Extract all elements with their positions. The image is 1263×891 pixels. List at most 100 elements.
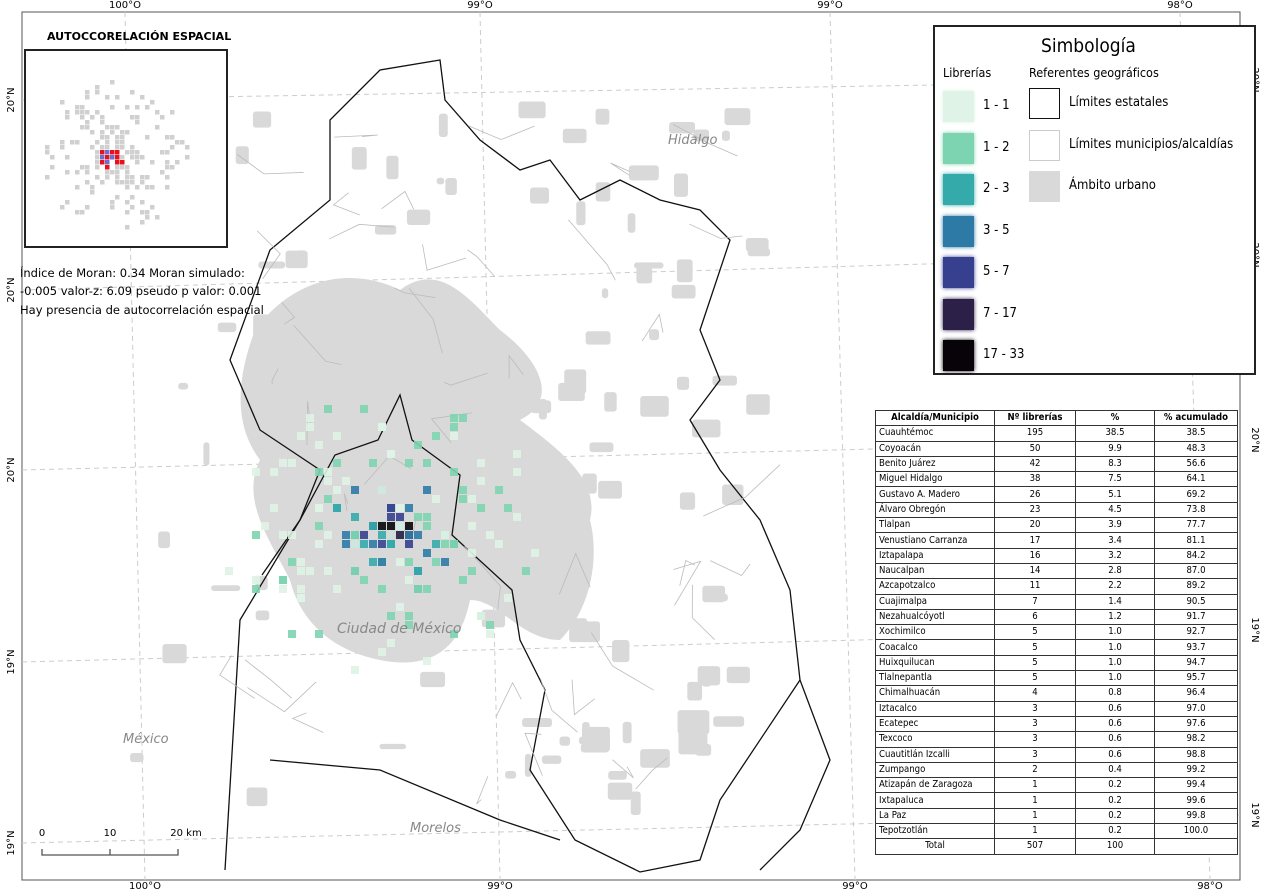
legend-label: Límites estatales bbox=[1069, 95, 1169, 110]
inset-cell bbox=[50, 155, 55, 160]
inset-cell bbox=[100, 160, 105, 165]
municipal-line bbox=[673, 560, 702, 606]
urban-patch bbox=[258, 261, 286, 269]
urban-area bbox=[130, 91, 771, 816]
inset-cell bbox=[95, 110, 100, 115]
cell bbox=[270, 504, 278, 512]
cell bbox=[297, 432, 305, 440]
inset-cell bbox=[105, 95, 110, 100]
inset-cell bbox=[95, 85, 100, 90]
cell bbox=[378, 540, 386, 548]
inset-cell bbox=[105, 170, 110, 175]
scale-label: 20 km bbox=[170, 828, 201, 839]
legend-label: 1 - 1 bbox=[983, 98, 1010, 113]
coord-label: 19°N bbox=[6, 649, 17, 674]
inset-cell bbox=[175, 140, 180, 145]
inset-cell bbox=[110, 200, 115, 205]
table-cell: 99.6 bbox=[1154, 792, 1238, 809]
inset-cell bbox=[130, 195, 135, 200]
table-cell: 97.0 bbox=[1154, 700, 1238, 717]
urban-patch bbox=[524, 753, 532, 777]
table-cell: 90.5 bbox=[1154, 593, 1238, 610]
table-row: Iztapalapa 16 3.2 84.2 bbox=[875, 547, 1238, 564]
inset-cell bbox=[105, 145, 110, 150]
table-cell: 98.8 bbox=[1154, 746, 1238, 763]
inset-cell bbox=[125, 175, 130, 180]
table-cell: 1.0 bbox=[1075, 639, 1155, 656]
urban-patch bbox=[746, 394, 770, 415]
inset-cell bbox=[75, 110, 80, 115]
cell bbox=[405, 558, 413, 566]
cell bbox=[324, 477, 332, 485]
municipal-line bbox=[422, 244, 467, 271]
urban-patch bbox=[255, 610, 270, 621]
cell bbox=[351, 531, 359, 539]
inset-cell bbox=[150, 185, 155, 190]
table-row: Xochimilco 5 1.0 92.7 bbox=[875, 624, 1238, 641]
coord-label: 20°N bbox=[6, 457, 17, 482]
coord-label: 99°O bbox=[842, 881, 868, 891]
inset-cell bbox=[110, 205, 115, 210]
cell bbox=[468, 522, 476, 530]
urban-patch bbox=[386, 316, 393, 322]
coord-label: 19°N bbox=[1249, 802, 1260, 827]
urban-patch bbox=[687, 681, 703, 701]
legend-swatch bbox=[943, 257, 974, 288]
cell bbox=[468, 495, 476, 503]
table-cell: Gustavo A. Madero bbox=[875, 486, 995, 503]
state-limits bbox=[224, 59, 831, 873]
cell bbox=[360, 540, 368, 548]
cell bbox=[387, 513, 395, 521]
cell bbox=[405, 531, 413, 539]
urban-patch bbox=[585, 331, 611, 345]
municipal-line bbox=[443, 372, 488, 386]
table-row: Benito Juárez 42 8.3 56.6 bbox=[875, 455, 1238, 473]
municipal-line bbox=[281, 302, 296, 325]
urban-patch bbox=[345, 383, 365, 398]
cell bbox=[450, 540, 458, 548]
cell bbox=[288, 531, 296, 539]
municipal-line bbox=[610, 162, 630, 176]
urban-patch bbox=[717, 593, 728, 602]
inset-cell bbox=[130, 145, 135, 150]
cell bbox=[378, 423, 386, 431]
cell bbox=[405, 504, 413, 512]
table-row: Tepotzotlán 1 0.2 100.0 bbox=[875, 823, 1238, 840]
municipal-line bbox=[524, 732, 543, 776]
table-cell: 81.1 bbox=[1154, 532, 1238, 549]
cell bbox=[333, 585, 341, 593]
inset-cell bbox=[100, 155, 105, 160]
cell bbox=[513, 450, 521, 458]
table-cell: 38 bbox=[994, 471, 1076, 488]
coord-label: 100°O bbox=[109, 0, 141, 11]
cell bbox=[387, 504, 395, 512]
inset-cell bbox=[135, 150, 140, 155]
table-row: Texcoco 3 0.6 98.2 bbox=[875, 731, 1238, 748]
urban-patch bbox=[607, 782, 633, 800]
urban-patch bbox=[438, 113, 448, 137]
cell bbox=[315, 540, 323, 548]
scale-line bbox=[41, 849, 179, 856]
table-row: Gustavo A. Madero 26 5.1 69.2 bbox=[875, 486, 1238, 503]
table-cell: 91.7 bbox=[1154, 608, 1238, 626]
cell bbox=[270, 468, 278, 476]
urban-patch bbox=[604, 392, 617, 412]
cell bbox=[459, 414, 467, 422]
grid-line bbox=[829, 11, 856, 881]
urban-patch bbox=[612, 640, 630, 663]
inset-cell bbox=[140, 155, 145, 160]
cell bbox=[441, 531, 449, 539]
inset-cell bbox=[120, 135, 125, 140]
urban-patch bbox=[395, 302, 427, 319]
cell bbox=[477, 612, 485, 620]
inset-cell bbox=[120, 155, 125, 160]
inset-cell bbox=[135, 185, 140, 190]
municipal-line bbox=[271, 368, 279, 384]
cell bbox=[486, 630, 494, 638]
cell bbox=[414, 441, 422, 449]
cell bbox=[405, 540, 413, 548]
cell bbox=[324, 495, 332, 503]
inset-cell bbox=[100, 180, 105, 185]
table-cell: 0.6 bbox=[1075, 715, 1155, 733]
